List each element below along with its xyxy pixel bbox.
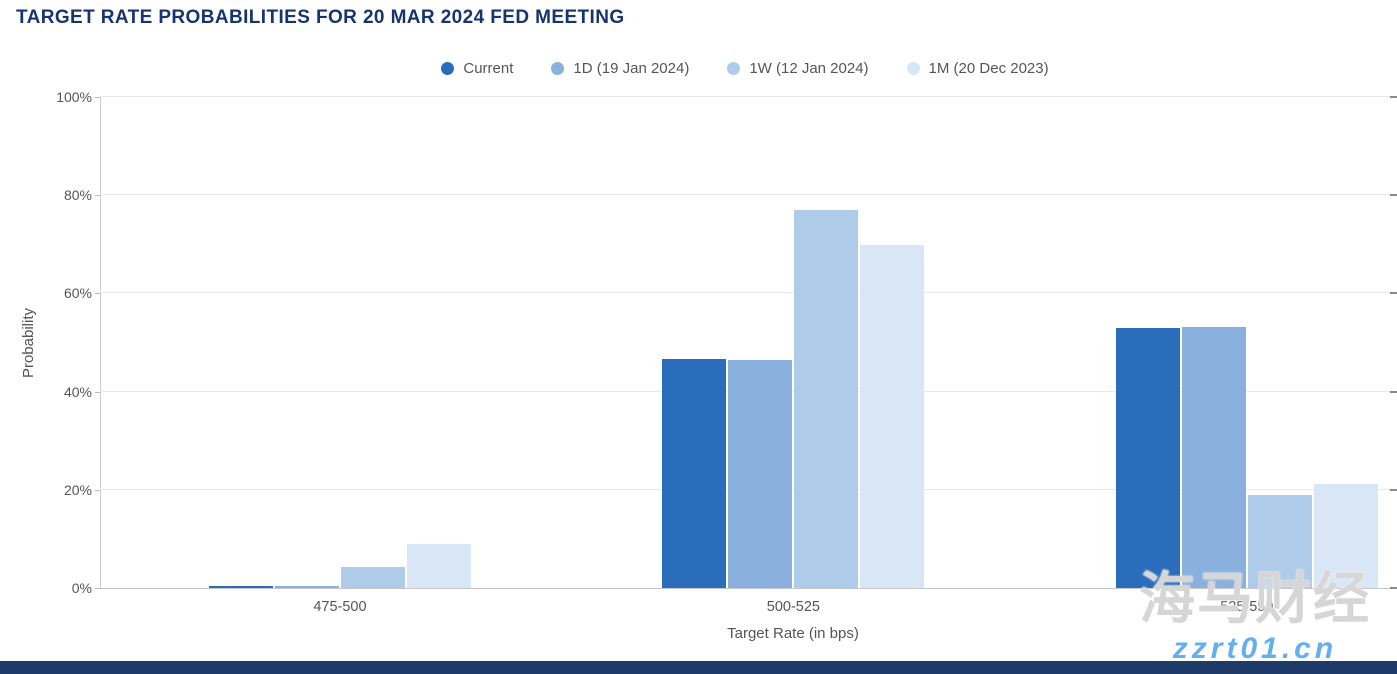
bar[interactable] xyxy=(662,359,727,588)
y-axis-tick-label: 80% xyxy=(63,187,92,204)
bar[interactable] xyxy=(274,585,339,588)
y-axis-tick-label: 60% xyxy=(63,285,92,302)
x-axis-category-label: 500-525 xyxy=(766,599,820,615)
legend-item-1w[interactable]: 1W (12 Jan 2024) xyxy=(727,59,869,77)
legend-dot-icon xyxy=(906,61,920,75)
x-axis-category-label: 475-500 xyxy=(313,599,367,615)
bar[interactable] xyxy=(728,360,793,588)
legend-label: Current xyxy=(463,59,514,77)
gridline xyxy=(100,292,1390,294)
legend-label: 1D (19 Jan 2024) xyxy=(573,59,690,77)
legend-dot-icon xyxy=(551,61,565,75)
bar[interactable] xyxy=(1247,495,1312,588)
legend-item-current[interactable]: Current xyxy=(441,60,513,77)
legend-label: 1W (12 Jan 2024) xyxy=(749,59,869,77)
gridline xyxy=(100,588,1390,589)
y-axis-title: Probability xyxy=(20,307,37,379)
y-axis-tick-label: 100% xyxy=(56,89,92,105)
y-axis-tick xyxy=(95,293,100,295)
bar[interactable] xyxy=(794,210,859,588)
y-axis-tick xyxy=(95,391,100,393)
y-axis-tick xyxy=(95,588,100,589)
y-axis-tick-label: 0% xyxy=(71,580,92,596)
legend: Current 1D (19 Jan 2024) 1W (12 Jan 2024) 1… xyxy=(100,57,1390,79)
bar[interactable] xyxy=(1115,327,1180,588)
footer-bar xyxy=(0,661,1397,674)
bar[interactable] xyxy=(860,244,925,588)
legend-dot-icon xyxy=(727,61,741,75)
x-axis-title: Target Rate (in bps) xyxy=(727,625,859,642)
legend-dot-icon xyxy=(441,61,455,75)
y-axis-tick-label: 20% xyxy=(63,481,92,498)
right-axis-tick xyxy=(1390,194,1397,197)
bar[interactable] xyxy=(1313,483,1378,588)
gridline xyxy=(100,96,1390,97)
y-axis-tick xyxy=(95,97,100,98)
y-axis-tick-label: 40% xyxy=(63,383,92,400)
right-axis-tick xyxy=(1390,488,1397,491)
bar[interactable] xyxy=(340,567,405,588)
bar[interactable] xyxy=(1181,327,1246,588)
gridline xyxy=(100,194,1390,196)
x-axis-category-label: 525-550 xyxy=(1220,599,1274,615)
legend-label: 1M (20 Dec 2023) xyxy=(928,59,1049,77)
plot-area: 0% 20% 40% 60% 80% 100% 475-500 500-525 525-550 xyxy=(56,89,1397,615)
legend-item-1d[interactable]: 1D (19 Jan 2024) xyxy=(551,60,689,77)
bar[interactable] xyxy=(406,544,471,588)
right-axis-tick xyxy=(1390,390,1397,393)
y-axis-tick xyxy=(95,195,100,197)
y-axis-line xyxy=(100,97,101,588)
right-axis-tick xyxy=(1390,96,1397,98)
page-title: TARGET RATE PROBABILITIES FOR 20 MAR 202… xyxy=(16,7,625,28)
bar[interactable] xyxy=(208,586,273,588)
right-axis-tick xyxy=(1390,587,1397,589)
right-axis-tick xyxy=(1390,292,1397,295)
legend-item-1m[interactable]: 1M (20 Dec 2023) xyxy=(906,59,1049,77)
y-axis-tick xyxy=(95,489,100,491)
